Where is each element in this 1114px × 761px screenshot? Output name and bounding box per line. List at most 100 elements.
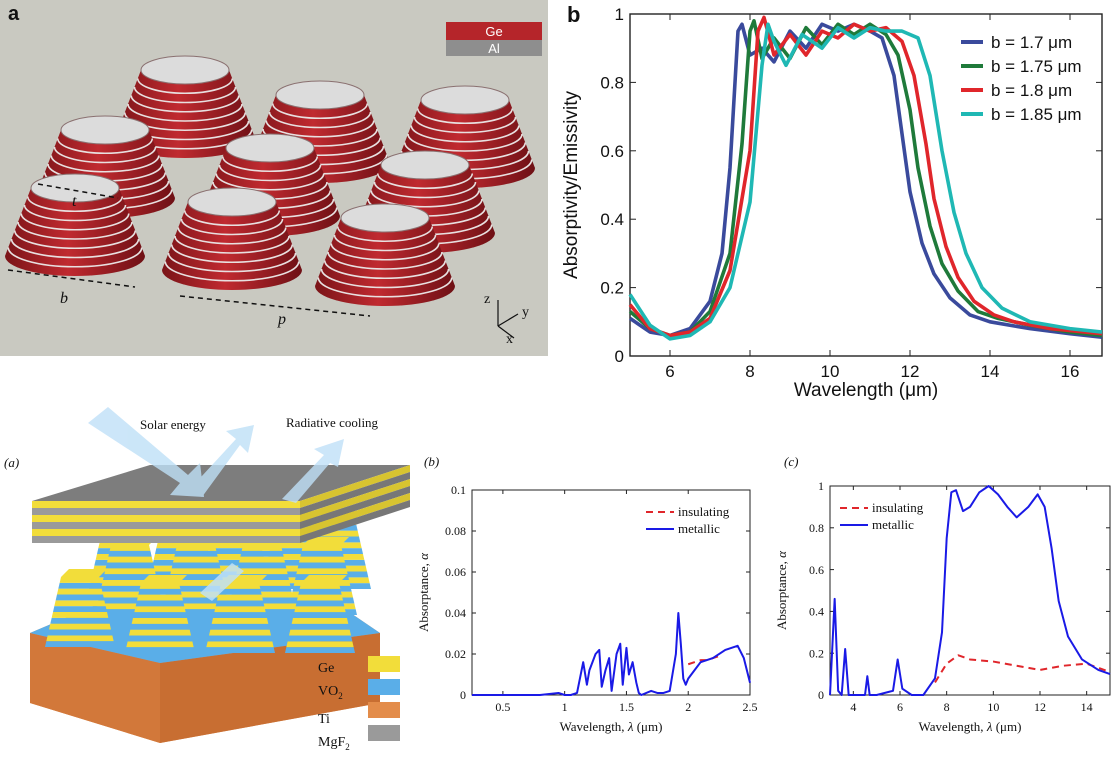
y-tick-label: 0.6 [809,563,824,577]
axis-triad-icon [497,300,519,339]
panel-letter: (b) [424,454,439,469]
y-tick-label: 0.02 [445,647,466,661]
legend-vo2-swatch [368,679,400,695]
legend-label: insulating [872,500,924,515]
x-tick-label: 2 [685,700,691,714]
legend-ti-label: Ti [318,711,330,727]
legend-ti-swatch [368,702,400,718]
panel-letter: (a) [4,455,19,470]
x-tick-label: 1 [562,700,568,714]
y-axis-label: Absorptance, α [416,552,431,632]
absorptance-visible-chart: 0.5 1 1.5 2 2.5 0 0.02 0.04 0.06 0.08 0.1 (b) Wavele… [416,454,758,734]
x-tick-label: 6 [665,362,674,381]
y-tick-label: 0.8 [809,521,824,535]
series-line [472,612,751,696]
transmitted-beam-icon [200,563,244,601]
panel-letter: (c) [784,454,798,469]
axis-z-label: z [484,292,490,307]
solar-energy-label: Solar energy [140,417,206,432]
legend-ge-label: Ge [485,24,502,39]
y-tick-label: 0.06 [445,565,466,579]
multilayer-render: (a) Solar energy Radiative cooling [4,407,410,743]
plot-frame [829,485,1111,696]
legend-ge-swatch [446,22,542,40]
x-tick-label: 2.5 [743,700,758,714]
figure-panel-bottom-b: 0.5 1 1.5 2 2.5 0 0.02 0.04 0.06 0.08 0.1 (b) Wavele… [412,430,772,756]
legend-label: metallic [872,517,914,532]
plot-frame [471,489,751,696]
x-axis-label: Wavelength, λ (μm) [560,719,663,734]
x-tick-label: 8 [745,362,754,381]
y-tick-label: 0 [460,688,466,702]
material-legend [368,656,400,741]
y-axis-label: Absorptance, α [774,550,789,630]
absorptivity-chart: b 6 8 10 12 14 16 0 0.2 0.4 0.6 0.8 1 Wavelength (μm… [561,2,1103,401]
x-tick-label: 10 [821,362,840,381]
legend-ge-swatch [368,656,400,672]
panel-letter: b [567,2,580,27]
plot-frame [629,13,1103,357]
ti-substrate-side [30,633,160,743]
x-tick-label: 8 [944,700,950,714]
legend-label: metallic [678,521,720,536]
y-tick-label: 0.08 [445,524,466,538]
material-legend-labels: Ge VO2 Ti MgF2 [318,657,350,759]
x-axis-label: Wavelength, λ (μm) [919,719,1022,734]
dimension-b-label: b [60,290,68,307]
x-axis-label: Wavelength (μm) [794,380,938,400]
panel-letter: a [8,3,20,25]
y-tick-label: 0.2 [600,279,624,298]
pyramid-stack [285,575,355,653]
figure-panel-bottom-c: 4 6 8 10 12 14 0 0.2 0.4 0.6 0.8 1 (c) Wavelength, λ … [772,430,1114,756]
dimension-t-label: t [72,193,77,210]
x-tick-label: 10 [987,700,999,714]
series-line [934,654,1111,683]
legend-vo2-label: VO2 [318,684,343,701]
legend-al-label: Al [488,41,500,56]
absorptance-infrared-chart: 4 6 8 10 12 14 0 0.2 0.4 0.6 0.8 1 (c) Wavelength, λ … [774,454,1111,734]
axis-x-label: x [506,332,513,347]
cone-array-render: Ge Al a t b p z y x [0,0,548,356]
legend-label: b = 1.75 μm [991,57,1082,76]
dimension-t-line [37,183,119,199]
figure-panel-a: Ge Al a t b p z y x [0,0,548,356]
x-tick-label: 16 [1061,362,1080,381]
y-tick-label: 0.4 [809,605,824,619]
y-axis-label: Absorptivity/Emissivity [561,91,582,279]
legend-mgf2-label: MgF2 [318,734,350,752]
series-line [628,22,1103,339]
dimension-p-line [179,295,371,317]
top-plate [32,465,410,543]
legend-label: b = 1.8 μm [991,81,1072,100]
legend-label: b = 1.85 μm [991,105,1082,124]
y-tick-label: 0 [818,688,824,702]
frustum-cone [315,203,455,306]
x-tick-label: 6 [897,700,903,714]
x-tick-label: 14 [981,362,1000,381]
y-tick-label: 0.2 [809,646,824,660]
x-tick-label: 1.5 [619,700,634,714]
x-tick-label: 0.5 [495,700,510,714]
legend-label: b = 1.7 μm [991,33,1072,52]
series-line [628,19,1103,338]
y-tick-label: 0 [615,347,624,366]
pyramid-stack [45,569,115,647]
axis-y-label: y [522,305,529,320]
pyramid-stack [205,575,275,653]
figure-panel-b-top: b 6 8 10 12 14 16 0 0.2 0.4 0.6 0.8 1 Wavelength (μm… [555,0,1114,401]
x-tick-label: 4 [850,700,856,714]
x-tick-label: 12 [901,362,920,381]
frustum-cone [162,187,302,290]
legend-label: insulating [678,504,730,519]
y-tick-label: 0.04 [445,606,466,620]
y-tick-label: 0.1 [451,483,466,497]
dimension-p-label: p [277,311,286,328]
y-tick-label: 0.4 [600,210,624,229]
frustum-array [5,55,535,306]
solar-energy-arrow-icon [88,407,254,497]
y-tick-label: 0.8 [600,73,624,92]
ti-substrate-front [160,633,380,743]
legend-mgf2-swatch [368,725,400,741]
dimension-b-line [7,269,136,288]
y-tick-label: 1 [818,479,824,493]
